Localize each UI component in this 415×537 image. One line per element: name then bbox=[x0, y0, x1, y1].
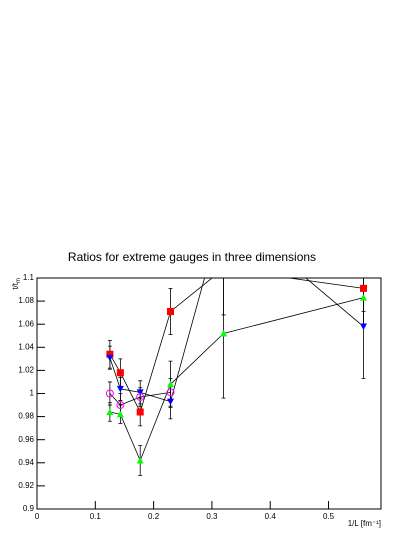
error-bar bbox=[222, 151, 226, 267]
marker bbox=[220, 265, 227, 272]
marker bbox=[106, 354, 114, 362]
x-tick-label: 0.2 bbox=[148, 512, 160, 521]
x-axis-label: 1/L [fm⁻¹] bbox=[348, 519, 381, 528]
x-tick-label: 0.3 bbox=[206, 512, 218, 521]
marker bbox=[116, 410, 124, 418]
series-line bbox=[109, 391, 171, 406]
series-line bbox=[109, 278, 364, 414]
y-tick-label: 0.92 bbox=[18, 481, 34, 490]
marker bbox=[105, 389, 114, 398]
marker bbox=[167, 398, 175, 406]
marker bbox=[106, 408, 114, 415]
marker bbox=[136, 392, 145, 401]
y-tick-label: 0.94 bbox=[18, 458, 34, 467]
error-bar bbox=[107, 381, 112, 406]
x-tick-label: 0.4 bbox=[265, 512, 277, 521]
y-label-main: t/t bbox=[11, 282, 20, 289]
marker bbox=[167, 307, 175, 315]
plot-area bbox=[105, 151, 368, 476]
y-tick-label: 1.08 bbox=[18, 296, 34, 305]
marker bbox=[166, 388, 175, 397]
y-label-sub: m bbox=[16, 278, 22, 283]
marker bbox=[106, 350, 114, 358]
series-line bbox=[109, 278, 364, 403]
y-tick-label: 0.98 bbox=[18, 412, 34, 421]
marker bbox=[116, 401, 125, 410]
marker bbox=[167, 380, 175, 388]
marker bbox=[136, 389, 144, 396]
marker bbox=[220, 329, 228, 337]
y-tick-label: 1.1 bbox=[23, 273, 35, 282]
y-tick-label: 1.02 bbox=[18, 366, 34, 375]
series-line bbox=[109, 297, 364, 462]
marker bbox=[116, 369, 124, 377]
y-tick-label: 0.9 bbox=[23, 504, 35, 513]
x-tick-label: 0.1 bbox=[90, 512, 102, 521]
y-tick-label: 1.06 bbox=[18, 319, 34, 328]
marker bbox=[360, 284, 368, 292]
marker bbox=[360, 323, 368, 331]
chart-title: Ratios for extreme gauges in three dimen… bbox=[68, 250, 316, 264]
plot-frame bbox=[36, 277, 382, 510]
y-tick-label: 1.04 bbox=[18, 342, 34, 351]
marker bbox=[116, 385, 124, 393]
x-tick-label: 0 bbox=[35, 512, 40, 521]
marker bbox=[136, 408, 144, 416]
marker bbox=[360, 294, 368, 301]
y-axis-label: t/tm bbox=[11, 278, 21, 290]
y-tick-label: 1 bbox=[30, 389, 35, 398]
y-tick-label: 0.96 bbox=[18, 435, 34, 444]
marker bbox=[136, 456, 144, 464]
x-tick-label: 0.5 bbox=[323, 512, 335, 521]
marker bbox=[220, 206, 227, 213]
